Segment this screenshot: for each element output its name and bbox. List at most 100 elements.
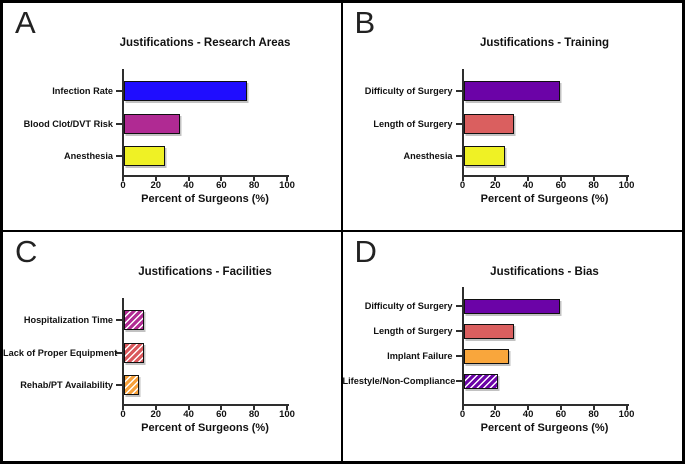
x-tick-mark: [286, 177, 288, 181]
x-tick-mark: [625, 406, 628, 410]
panel-c-chart: C Justifications - Facilities 0 20 40 60 80 100…: [3, 232, 343, 461]
y-tick-mark: [116, 384, 122, 386]
x-tick-mark: [592, 177, 595, 181]
chart-title: Justifications - Research Areas: [119, 37, 291, 49]
x-tick-label: 40: [183, 180, 194, 191]
y-tick-mark: [455, 90, 462, 92]
bar-anesthesia: [124, 146, 165, 166]
category-label: Difficulty of Surgery: [364, 86, 453, 96]
x-axis-title: Percent of Surgeons (%): [480, 422, 609, 434]
y-tick-mark: [455, 355, 462, 357]
bar-anesthesia: [463, 146, 505, 166]
y-tick-mark: [116, 123, 122, 125]
x-tick-label: 60: [216, 180, 227, 191]
x-axis-title: Percent of Surgeons (%): [480, 193, 609, 205]
x-tick-label: 100: [279, 180, 295, 191]
x-tick-label: 20: [490, 409, 501, 420]
panel-letter: C: [15, 234, 38, 269]
x-tick-label: 100: [618, 409, 635, 420]
y-tick-mark: [116, 319, 122, 321]
bar-rehab-pt-availability: [124, 375, 139, 395]
x-tick-label: 80: [588, 180, 599, 191]
bar-hospitalization-time: [124, 310, 144, 330]
bar-lack-of-proper-equipment: [124, 343, 144, 363]
x-axis-line: [122, 175, 289, 177]
panel-a-chart: A Justifications - Research Areas 0 20 40 60 8…: [3, 3, 343, 232]
panel-b-chart: B Justifications - Training 0 20 40 60 80 100 Pe…: [342, 3, 682, 232]
category-label: Length of Surgery: [373, 119, 453, 129]
panel-letter: A: [15, 5, 37, 40]
x-tick-mark: [122, 177, 124, 181]
x-axis-line: [122, 404, 289, 406]
x-tick-mark: [187, 177, 190, 181]
bar-blood-clot-dvt-risk: [124, 114, 180, 134]
x-tick-label: 40: [522, 180, 534, 191]
figure-grid: A Justifications - Research Areas 0 20 40 60 8…: [3, 3, 682, 461]
y-tick-mark: [455, 330, 462, 332]
x-tick-mark: [494, 177, 497, 181]
x-axis-line: [461, 404, 629, 406]
x-tick-mark: [187, 406, 190, 410]
x-tick-mark: [286, 406, 288, 410]
x-tick-mark: [461, 177, 464, 181]
x-tick-label: 100: [279, 409, 295, 420]
y-axis-line: [122, 69, 124, 177]
x-tick-mark: [625, 177, 628, 181]
x-tick-label: 100: [618, 180, 635, 191]
bar-implant-failure: [463, 348, 510, 364]
x-tick-mark: [253, 177, 256, 181]
y-axis-line: [461, 286, 464, 406]
x-tick-mark: [494, 406, 497, 410]
x-tick-mark: [220, 177, 223, 181]
bar-lifestyle-non-compliance: [463, 373, 498, 389]
x-tick-label: 40: [183, 409, 194, 420]
x-tick-label: 0: [459, 180, 466, 191]
bar-difficulty-of-surgery: [463, 81, 561, 101]
y-tick-mark: [455, 123, 462, 125]
x-tick-label: 20: [150, 180, 162, 191]
x-tick-mark: [122, 406, 124, 410]
category-label: Infection Rate: [52, 86, 113, 96]
panel-d-chart: D Justifications - Bias 0 20 40 60 80 100 Percen…: [342, 232, 682, 461]
bar-length-of-surgery: [463, 323, 515, 339]
x-tick-mark: [461, 406, 464, 410]
chart-title: Justifications - Bias: [490, 266, 599, 278]
x-tick-label: 0: [120, 180, 126, 191]
x-tick-label: 60: [555, 409, 567, 420]
x-tick-mark: [527, 177, 530, 181]
x-tick-label: 40: [522, 409, 534, 420]
category-label: Anesthesia: [403, 151, 453, 161]
category-label: Blood Clot/DVT Risk: [23, 119, 113, 129]
category-label: Lack of Proper Equipment: [3, 348, 118, 358]
x-tick-mark: [592, 406, 595, 410]
category-label: Lifestyle/Non-Compliance: [342, 376, 456, 386]
x-tick-label: 20: [490, 180, 501, 191]
bar-length-of-surgery: [463, 114, 515, 134]
y-tick-mark: [455, 155, 462, 157]
chart-title: Justifications - Training: [479, 37, 610, 49]
x-tick-label: 80: [248, 409, 260, 420]
chart-title: Justifications - Facilities: [138, 266, 272, 278]
x-axis-line: [461, 175, 629, 177]
x-axis-title: Percent of Surgeons (%): [141, 422, 269, 434]
y-axis-line: [122, 298, 124, 406]
x-tick-label: 0: [120, 409, 126, 420]
y-tick-mark: [116, 155, 122, 157]
category-label: Length of Surgery: [373, 326, 453, 336]
y-tick-mark: [116, 90, 122, 92]
category-label: Difficulty of Surgery: [364, 301, 453, 311]
panel-letter: B: [354, 5, 376, 40]
panel-letter: D: [354, 234, 378, 269]
category-label: Implant Failure: [387, 351, 453, 361]
x-tick-label: 60: [216, 409, 227, 420]
x-tick-mark: [253, 406, 256, 410]
x-tick-mark: [220, 406, 223, 410]
x-tick-mark: [559, 177, 562, 181]
x-tick-mark: [154, 406, 157, 410]
y-tick-mark: [455, 305, 462, 307]
x-tick-label: 80: [248, 180, 260, 191]
bar-difficulty-of-surgery: [463, 298, 561, 314]
x-tick-mark: [527, 406, 530, 410]
x-tick-mark: [154, 177, 157, 181]
